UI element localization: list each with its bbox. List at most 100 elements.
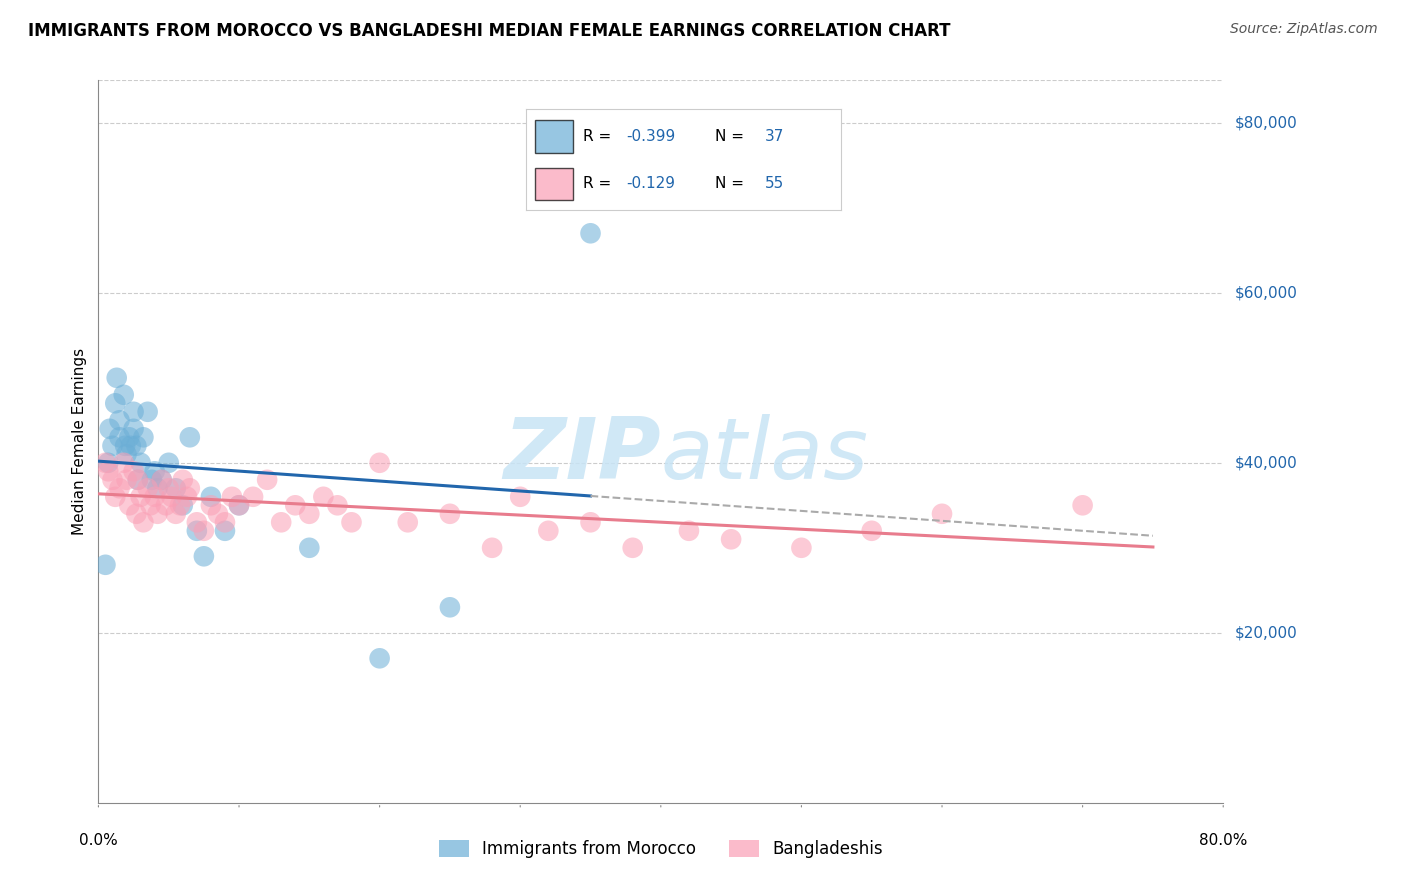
Point (270, 516, 292, 530)
Point (129, 490, 152, 504)
Text: 80.0%: 80.0% (1199, 833, 1247, 848)
Point (509, 490, 531, 504)
Point (143, 464, 166, 478)
Point (132, 516, 155, 530)
Text: Source: ZipAtlas.com: Source: ZipAtlas.com (1230, 22, 1378, 37)
Point (186, 516, 208, 530)
Point (860, 524, 883, 538)
Point (139, 498, 162, 512)
Point (157, 481, 180, 495)
Point (108, 430, 131, 444)
Point (165, 481, 187, 495)
Point (537, 524, 560, 538)
Point (104, 490, 127, 504)
Point (172, 473, 194, 487)
Point (720, 533, 742, 547)
Point (150, 473, 173, 487)
Text: 0.0%: 0.0% (79, 833, 118, 848)
Point (228, 498, 250, 512)
Point (129, 456, 152, 470)
Point (228, 498, 250, 512)
Text: $60,000: $60,000 (1234, 285, 1298, 301)
Point (200, 490, 222, 504)
Point (136, 405, 159, 419)
Point (193, 524, 215, 538)
Point (120, 439, 142, 453)
Point (118, 498, 141, 512)
Point (146, 481, 169, 495)
Point (214, 516, 236, 530)
Point (340, 516, 363, 530)
Point (621, 541, 644, 555)
Point (256, 473, 278, 487)
Point (186, 524, 208, 538)
Point (169, 498, 191, 512)
Point (112, 388, 135, 402)
Point (165, 507, 187, 521)
Point (481, 541, 503, 555)
Point (1071, 498, 1094, 512)
Point (98, 422, 121, 436)
Y-axis label: Median Female Earnings: Median Female Earnings (72, 348, 87, 535)
Point (439, 507, 461, 521)
Point (790, 541, 813, 555)
Point (326, 498, 349, 512)
Point (104, 396, 127, 410)
Text: $20,000: $20,000 (1234, 625, 1298, 640)
Point (141, 473, 163, 487)
Point (112, 456, 135, 470)
Point (172, 498, 194, 512)
Point (155, 498, 177, 512)
Point (108, 481, 131, 495)
Point (127, 473, 149, 487)
Point (108, 413, 131, 427)
Point (160, 490, 183, 504)
Point (122, 464, 145, 478)
Point (101, 439, 124, 453)
Point (143, 490, 166, 504)
Point (115, 447, 138, 461)
Point (193, 549, 215, 564)
Point (122, 405, 145, 419)
Point (115, 473, 138, 487)
Point (136, 481, 159, 495)
Point (221, 490, 243, 504)
Point (207, 507, 229, 521)
Point (312, 490, 335, 504)
Point (97, 456, 120, 470)
Point (368, 651, 391, 665)
Point (439, 600, 461, 615)
Point (579, 516, 602, 530)
Point (122, 422, 145, 436)
Point (284, 498, 307, 512)
Point (214, 524, 236, 538)
Text: IMMIGRANTS FROM MOROCCO VS BANGLADESHI MEDIAN FEMALE EARNINGS CORRELATION CHART: IMMIGRANTS FROM MOROCCO VS BANGLADESHI M… (28, 22, 950, 40)
Point (132, 430, 155, 444)
Point (146, 507, 169, 521)
Point (242, 490, 264, 504)
Text: ZIP: ZIP (503, 415, 661, 498)
Point (179, 481, 201, 495)
Point (396, 516, 419, 530)
Point (298, 541, 321, 555)
Point (125, 507, 148, 521)
Text: atlas: atlas (661, 415, 869, 498)
Point (94, 456, 117, 470)
Legend: Immigrants from Morocco, Bangladeshis: Immigrants from Morocco, Bangladeshis (430, 832, 891, 867)
Point (579, 227, 602, 241)
Text: $80,000: $80,000 (1234, 115, 1298, 130)
Point (101, 473, 124, 487)
Point (150, 473, 173, 487)
Point (931, 507, 953, 521)
Point (678, 524, 700, 538)
Point (200, 498, 222, 512)
Point (127, 473, 149, 487)
Text: $40,000: $40,000 (1234, 455, 1298, 470)
Point (157, 456, 180, 470)
Point (298, 507, 321, 521)
Point (176, 490, 198, 504)
Point (118, 430, 141, 444)
Point (94, 558, 117, 572)
Point (368, 456, 391, 470)
Point (97, 464, 120, 478)
